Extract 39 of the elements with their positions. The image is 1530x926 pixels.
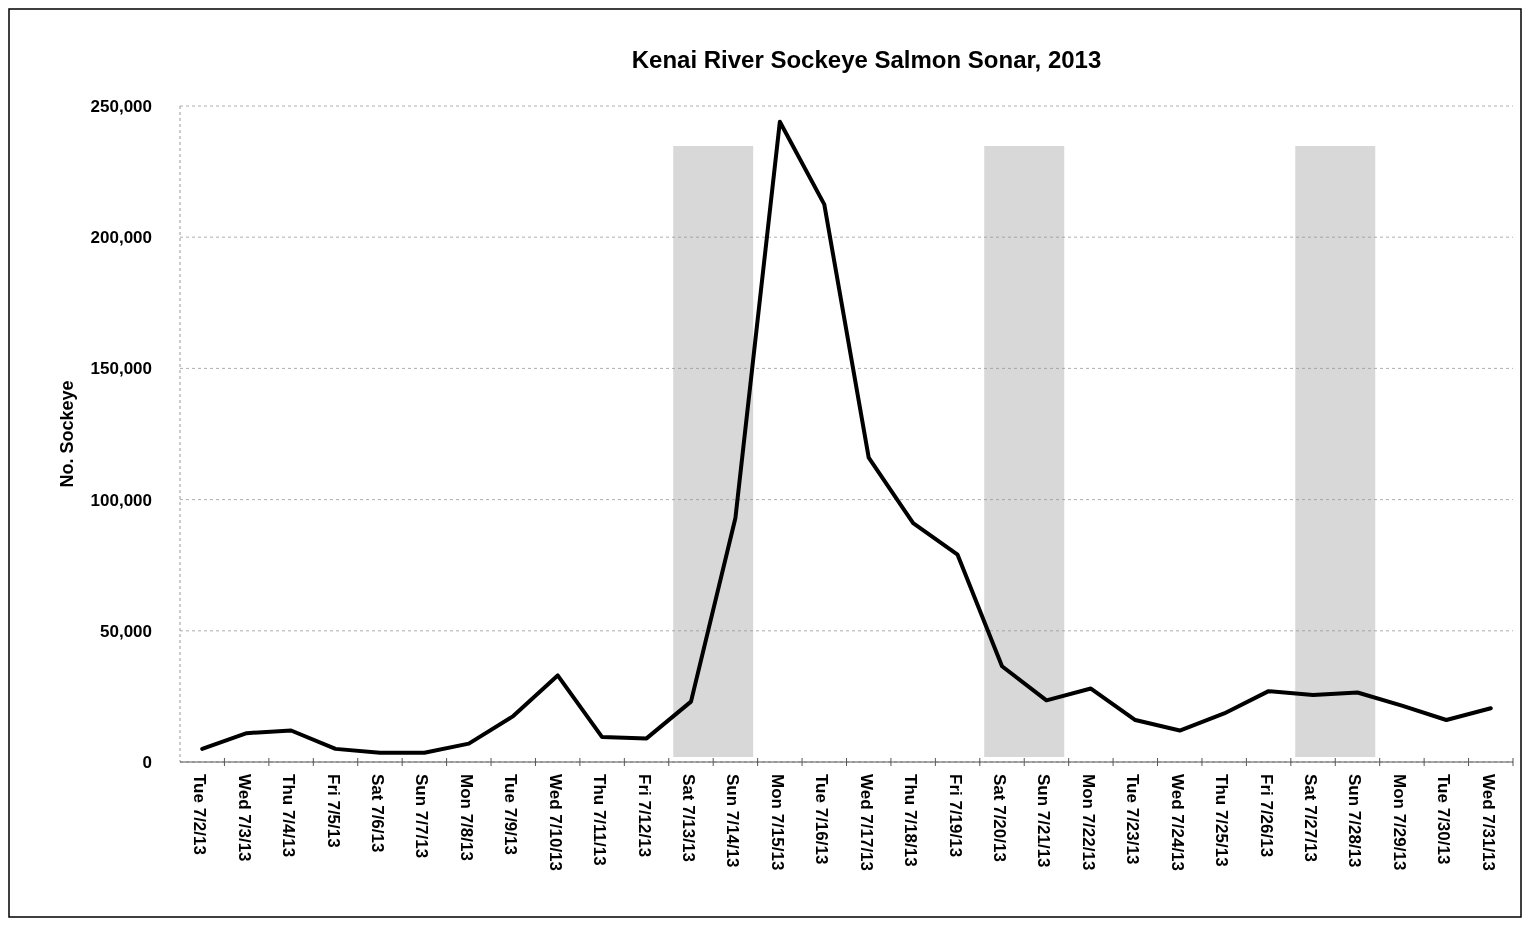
x-tick-label: Sun 7/14/13 [723, 774, 743, 868]
y-tick-label: 150,000 [90, 359, 152, 379]
x-tick-label: Wed 7/17/13 [856, 774, 876, 872]
y-tick-label: 250,000 [90, 96, 152, 116]
x-tick-label: Sat 7/6/13 [367, 774, 387, 853]
x-tick-label: Thu 7/11/13 [590, 774, 610, 866]
x-tick-label: Sat 7/13/13 [678, 774, 698, 862]
x-tick-label: Fri 7/26/13 [1256, 774, 1276, 858]
x-tick-label: Mon 7/8/13 [456, 774, 476, 861]
x-tick-label: Wed 7/3/13 [234, 774, 254, 862]
x-tick-label: Tue 7/16/13 [812, 774, 832, 865]
y-axis-title: No. Sockeye [57, 380, 77, 488]
chart-title: Kenai River Sockeye Salmon Sonar, 2013 [631, 46, 1102, 73]
y-tick-label: 100,000 [90, 490, 152, 510]
x-tick-label: Wed 7/10/13 [545, 774, 565, 872]
x-tick-label: Sun 7/21/13 [1034, 774, 1054, 868]
x-tick-label: Fri 7/19/13 [945, 774, 965, 858]
x-tick-label: Tue 7/2/13 [190, 774, 210, 855]
line-series [200, 119, 1493, 755]
x-tick-label: Sun 7/7/13 [412, 774, 432, 859]
x-tick-label: Thu 7/25/13 [1212, 774, 1232, 867]
x-tick-label: Mon 7/15/13 [767, 774, 787, 871]
x-tick-label: Wed 7/31/13 [1478, 774, 1498, 872]
x-tick-label: Mon 7/29/13 [1389, 774, 1409, 871]
x-tick-label: Fri 7/12/13 [634, 774, 654, 858]
x-tick-label: Mon 7/22/13 [1078, 774, 1098, 871]
x-tick-label: Thu 7/18/13 [901, 774, 921, 867]
x-tick-label: Sat 7/27/13 [1301, 774, 1321, 862]
x-tick-label: Thu 7/4/13 [279, 774, 299, 858]
x-tick-label: Wed 7/24/13 [1167, 774, 1187, 872]
y-tick-label: 0 [142, 752, 152, 772]
x-tick-label: Sat 7/20/13 [990, 774, 1010, 862]
y-tick-label: 200,000 [90, 228, 152, 248]
x-tick-label: Tue 7/23/13 [1123, 774, 1143, 865]
x-tick-label: Tue 7/9/13 [501, 774, 521, 855]
x-tick-label: Sun 7/28/13 [1345, 774, 1365, 868]
x-tick-label: Fri 7/5/13 [323, 774, 343, 848]
y-tick-label: 50,000 [100, 621, 152, 641]
x-tick-label: Tue 7/30/13 [1434, 774, 1454, 865]
